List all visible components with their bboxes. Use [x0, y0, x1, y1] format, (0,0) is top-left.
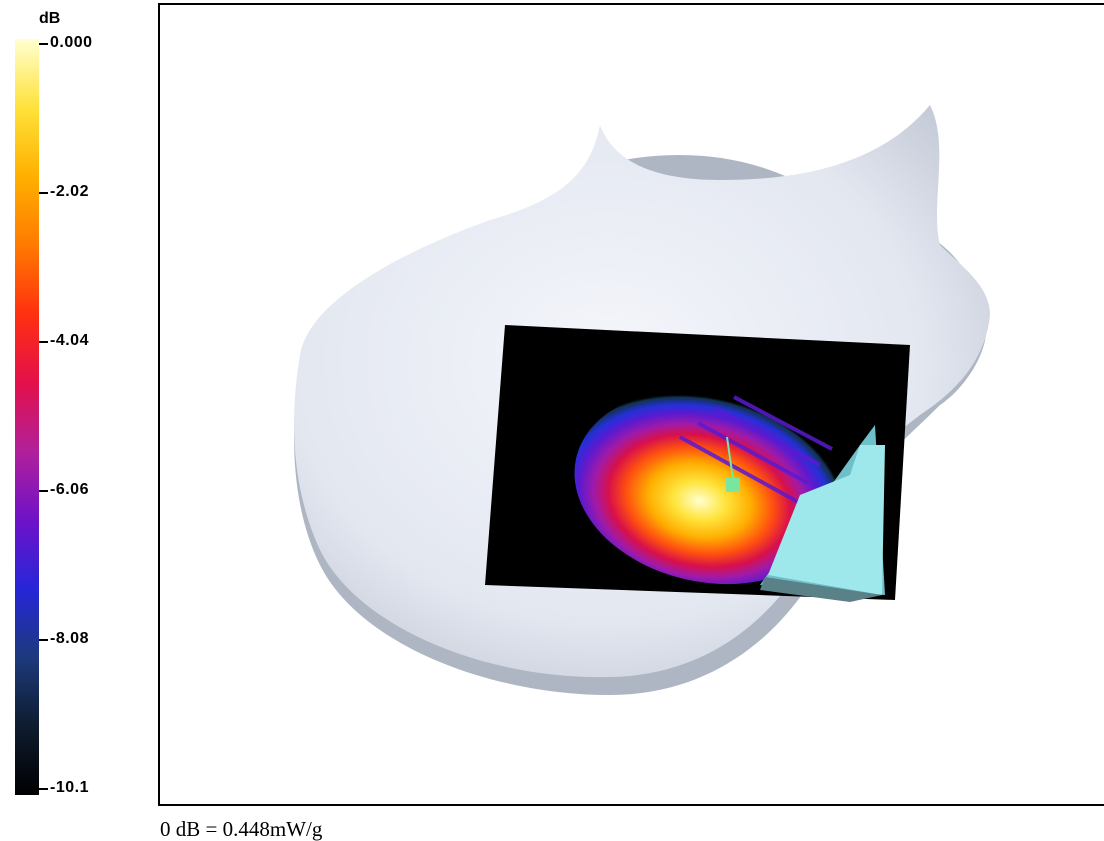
- phantom-scene: [294, 105, 990, 695]
- color-scale-tick-label: -4.04: [50, 332, 89, 349]
- color-scale-unit: dB: [39, 10, 61, 27]
- color-scale-tick-label: -8.08: [50, 630, 89, 647]
- peak-marker: [726, 478, 740, 492]
- probe-block-shadow: [760, 577, 882, 602]
- color-scale-tick-label: 0.000: [50, 34, 93, 51]
- color-scale-bar: [15, 39, 39, 795]
- color-scale-tick: [39, 490, 48, 492]
- probe-block: [768, 445, 885, 595]
- color-scale-tick-label: -10.1: [50, 779, 89, 796]
- phantom-3d-view: [158, 3, 1104, 806]
- color-scale-tick: [39, 192, 48, 194]
- peak-marker-stem: [726, 436, 734, 480]
- color-scale-tick: [39, 43, 48, 45]
- scan-artifacts: [679, 395, 833, 505]
- color-scale-tick-label: -6.06: [50, 481, 89, 498]
- reference-caption: 0 dB = 0.448mW/g: [160, 817, 323, 841]
- color-scale-tick: [39, 639, 48, 641]
- color-scale-tick: [39, 788, 48, 790]
- color-scale-tick: [39, 341, 48, 343]
- color-scale-tick-label: -2.02: [50, 183, 89, 200]
